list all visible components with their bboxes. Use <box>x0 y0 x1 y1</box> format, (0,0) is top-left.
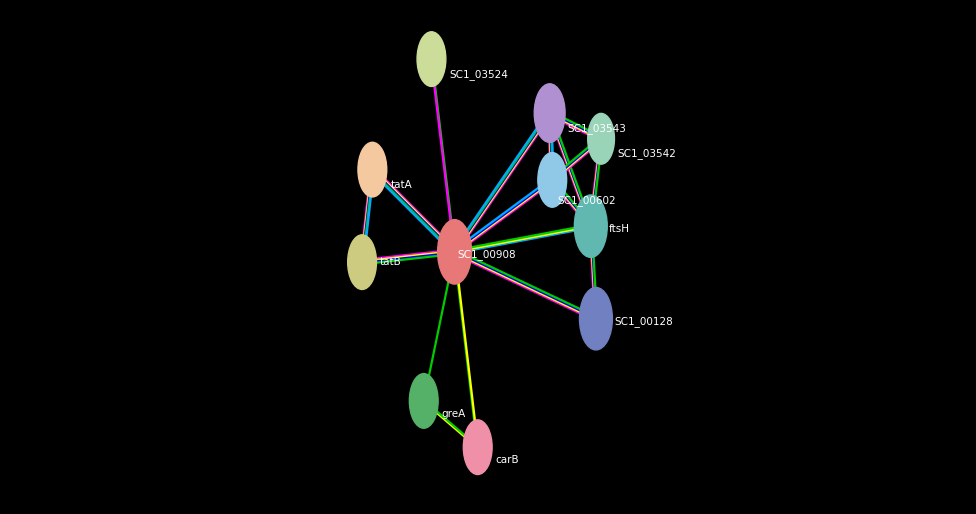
Ellipse shape <box>588 114 615 164</box>
Text: ftsH: ftsH <box>609 224 630 234</box>
Text: tatA: tatA <box>390 180 412 190</box>
Text: SC1_03543: SC1_03543 <box>568 123 627 134</box>
Ellipse shape <box>347 235 377 289</box>
Text: SC1_00908: SC1_00908 <box>457 249 515 260</box>
Text: greA: greA <box>442 409 466 419</box>
Ellipse shape <box>574 195 607 258</box>
Ellipse shape <box>580 287 612 350</box>
Text: SC1_00128: SC1_00128 <box>614 316 672 327</box>
Ellipse shape <box>358 142 386 197</box>
Text: carB: carB <box>496 455 519 465</box>
Text: SC1_00602: SC1_00602 <box>557 195 616 206</box>
Ellipse shape <box>534 84 565 142</box>
Text: tatB: tatB <box>380 257 402 267</box>
Ellipse shape <box>417 32 446 86</box>
Ellipse shape <box>464 420 492 474</box>
Text: SC1_03524: SC1_03524 <box>450 69 508 80</box>
Ellipse shape <box>437 219 471 284</box>
Ellipse shape <box>409 374 438 428</box>
Ellipse shape <box>538 153 567 207</box>
Text: SC1_03542: SC1_03542 <box>618 148 676 159</box>
